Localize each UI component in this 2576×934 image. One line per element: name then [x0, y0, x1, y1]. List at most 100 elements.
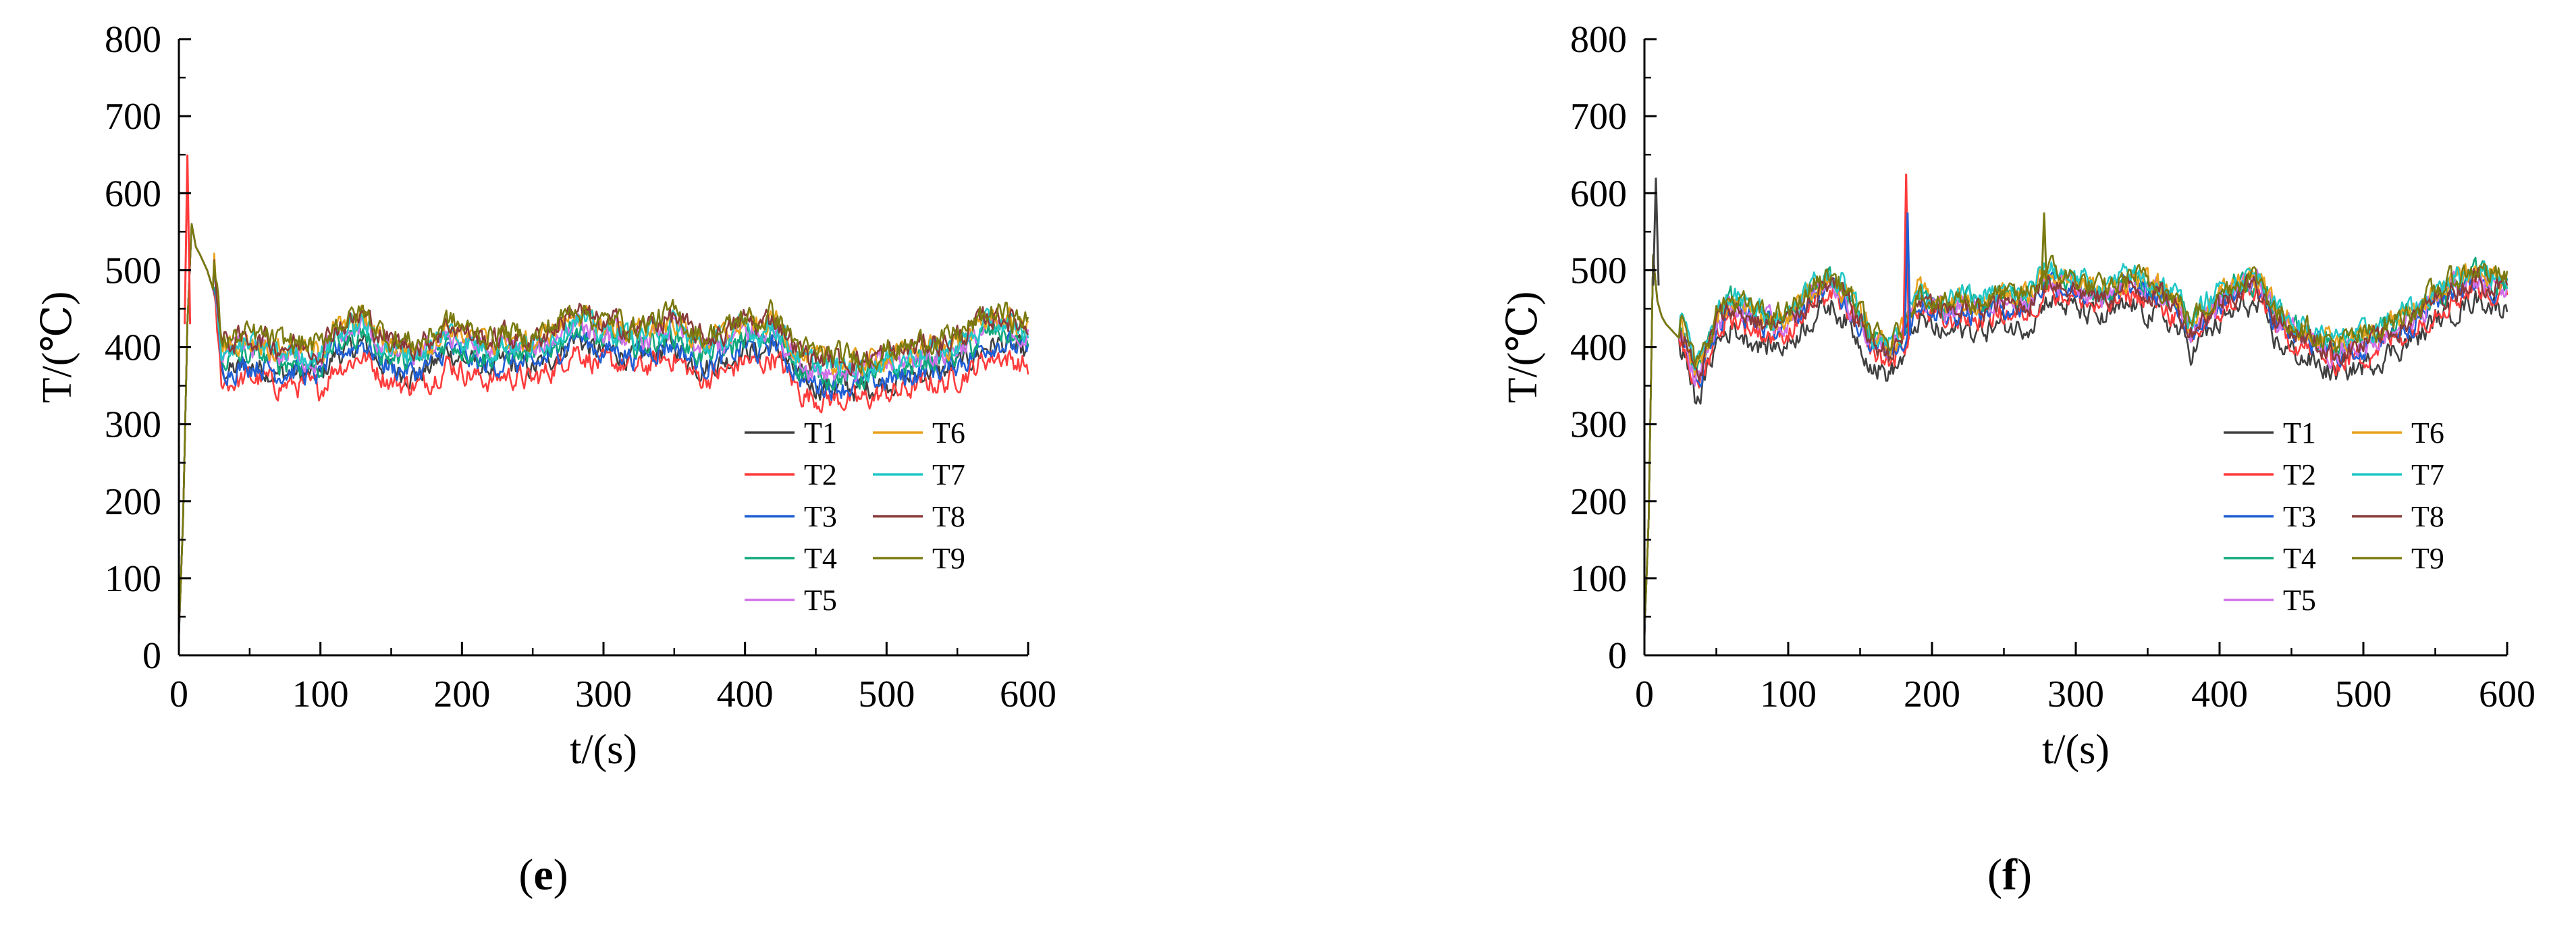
legend: T1 T2 T3 T4 T5 T6 T7 T8 T9	[745, 416, 965, 617]
legend-label: T6	[932, 416, 965, 449]
chart-panel-f: 0 100 200 300 400 500 600 700 800 0 100 200 300 400 50…	[1500, 19, 2535, 773]
x-tick-label: 0	[169, 674, 188, 715]
peak-spike-t3	[1904, 212, 1912, 336]
y-tick-label: 400	[105, 327, 161, 369]
x-tick-label: 300	[2047, 674, 2104, 715]
x-axis-title: t/(s)	[2042, 727, 2110, 773]
legend-item-t1: T1	[745, 416, 837, 449]
peak-spike-t2	[1902, 173, 1910, 340]
x-tick-label: 400	[2191, 674, 2248, 715]
series-line-t9	[1643, 254, 2508, 622]
legend-item-t6: T6	[873, 416, 965, 449]
legend-item-t3: T3	[2224, 500, 2316, 533]
chart-panel-e: 0 100 200 300 400 500 600 700 800 0 100 200 300 400 50…	[34, 19, 1056, 773]
legend-item-t2: T2	[2224, 458, 2316, 491]
legend-item-t7: T7	[2352, 458, 2444, 491]
legend-label: T9	[2411, 542, 2444, 575]
x-tick-label: 200	[1904, 674, 1960, 715]
legend-item-t1: T1	[2224, 416, 2316, 449]
legend-item-t8: T8	[873, 500, 965, 533]
series-line-t5	[1643, 254, 2508, 631]
x-tick-label: 400	[717, 674, 774, 715]
legend-label: T4	[804, 542, 837, 575]
legend-label: T5	[2283, 584, 2316, 617]
peak-spike-t9	[2040, 212, 2048, 291]
legend-label: T1	[2283, 416, 2316, 449]
legend-item-t2: T2	[745, 458, 837, 491]
legend-label: T8	[2411, 500, 2444, 533]
series-line-t2	[1643, 254, 2508, 638]
legend-item-t5: T5	[2224, 584, 2316, 617]
x-tick-label: 100	[292, 674, 349, 715]
legend-item-t4: T4	[2224, 542, 2316, 575]
legend-label: T2	[804, 458, 837, 491]
y-tick-label: 100	[1570, 558, 1627, 600]
y-axis-title: T/(℃)	[1500, 292, 1546, 404]
y-tick-label: 700	[1570, 96, 1627, 138]
y-axis-title: T/(℃)	[34, 292, 80, 404]
panel-e-label: (e)	[518, 850, 568, 900]
legend-label: T6	[2411, 416, 2444, 449]
legend-label: T1	[804, 416, 837, 449]
series-line-t7	[1643, 254, 2508, 626]
y-tick-label: 600	[1570, 173, 1627, 215]
legend: T1 T2 T3 T4 T5 T6 T7 T8 T9	[2224, 416, 2444, 617]
y-tick-label: 200	[1570, 481, 1627, 523]
series-line-t6	[178, 223, 1029, 629]
series-line-t5	[178, 223, 1029, 631]
x-tick-label: 500	[2335, 674, 2392, 715]
x-axis-title: t/(s)	[570, 727, 637, 773]
y-tick-label: 500	[1570, 250, 1627, 292]
series-line-t8	[178, 223, 1029, 624]
y-tick-label: 500	[105, 250, 161, 292]
y-tick-label: 800	[105, 19, 161, 61]
legend-label: T7	[2411, 458, 2444, 491]
x-tick-label: 300	[575, 674, 632, 715]
legend-item-t7: T7	[873, 458, 965, 491]
legend-item-t4: T4	[745, 542, 837, 575]
series-line-t4	[1643, 254, 2508, 633]
peak-spike-t1	[1652, 177, 1660, 286]
x-tick-label: 200	[433, 674, 490, 715]
y-tick-label: 300	[105, 404, 161, 446]
series-lines	[178, 155, 1029, 640]
series-lines	[1643, 173, 2508, 640]
y-tick-label: 600	[105, 173, 161, 215]
series-line-t9	[178, 223, 1029, 622]
series-line-t4	[178, 223, 1029, 633]
legend-label: T3	[2283, 500, 2316, 533]
y-tick-label: 300	[1570, 404, 1627, 446]
y-tick-label: 100	[105, 558, 161, 600]
x-tick-label: 500	[858, 674, 915, 715]
legend-label: T2	[2283, 458, 2316, 491]
legend-label: T5	[804, 584, 837, 617]
legend-item-t9: T9	[873, 542, 965, 575]
legend-item-t8: T8	[2352, 500, 2444, 533]
legend-label: T7	[932, 458, 965, 491]
legend-item-t3: T3	[745, 500, 837, 533]
series-line-t7	[178, 223, 1029, 626]
y-tick-label: 400	[1570, 327, 1627, 369]
y-tick-label: 0	[142, 635, 161, 677]
legend-label: T8	[932, 500, 965, 533]
x-tick-label: 600	[2479, 674, 2535, 715]
x-tick-label: 100	[1760, 674, 1817, 715]
x-tick-label: 0	[1635, 674, 1654, 715]
series-line-t3	[178, 223, 1029, 636]
legend-label: T3	[804, 500, 837, 533]
peak-spike-t2	[184, 155, 192, 325]
legend-item-t9: T9	[2352, 542, 2444, 575]
y-tick-label: 700	[105, 96, 161, 138]
legend-label: T4	[2283, 542, 2316, 575]
y-tick-label: 800	[1570, 19, 1627, 61]
series-line-t3	[1643, 254, 2508, 636]
series-line-t2	[178, 223, 1029, 638]
series-line-t8	[1643, 254, 2508, 624]
legend-item-t6: T6	[2352, 416, 2444, 449]
panel-f-label: (f)	[1987, 850, 2032, 900]
y-tick-label: 0	[1608, 635, 1627, 677]
legend-item-t5: T5	[745, 584, 837, 617]
y-tick-label: 200	[105, 481, 161, 523]
legend-label: T9	[932, 542, 965, 575]
